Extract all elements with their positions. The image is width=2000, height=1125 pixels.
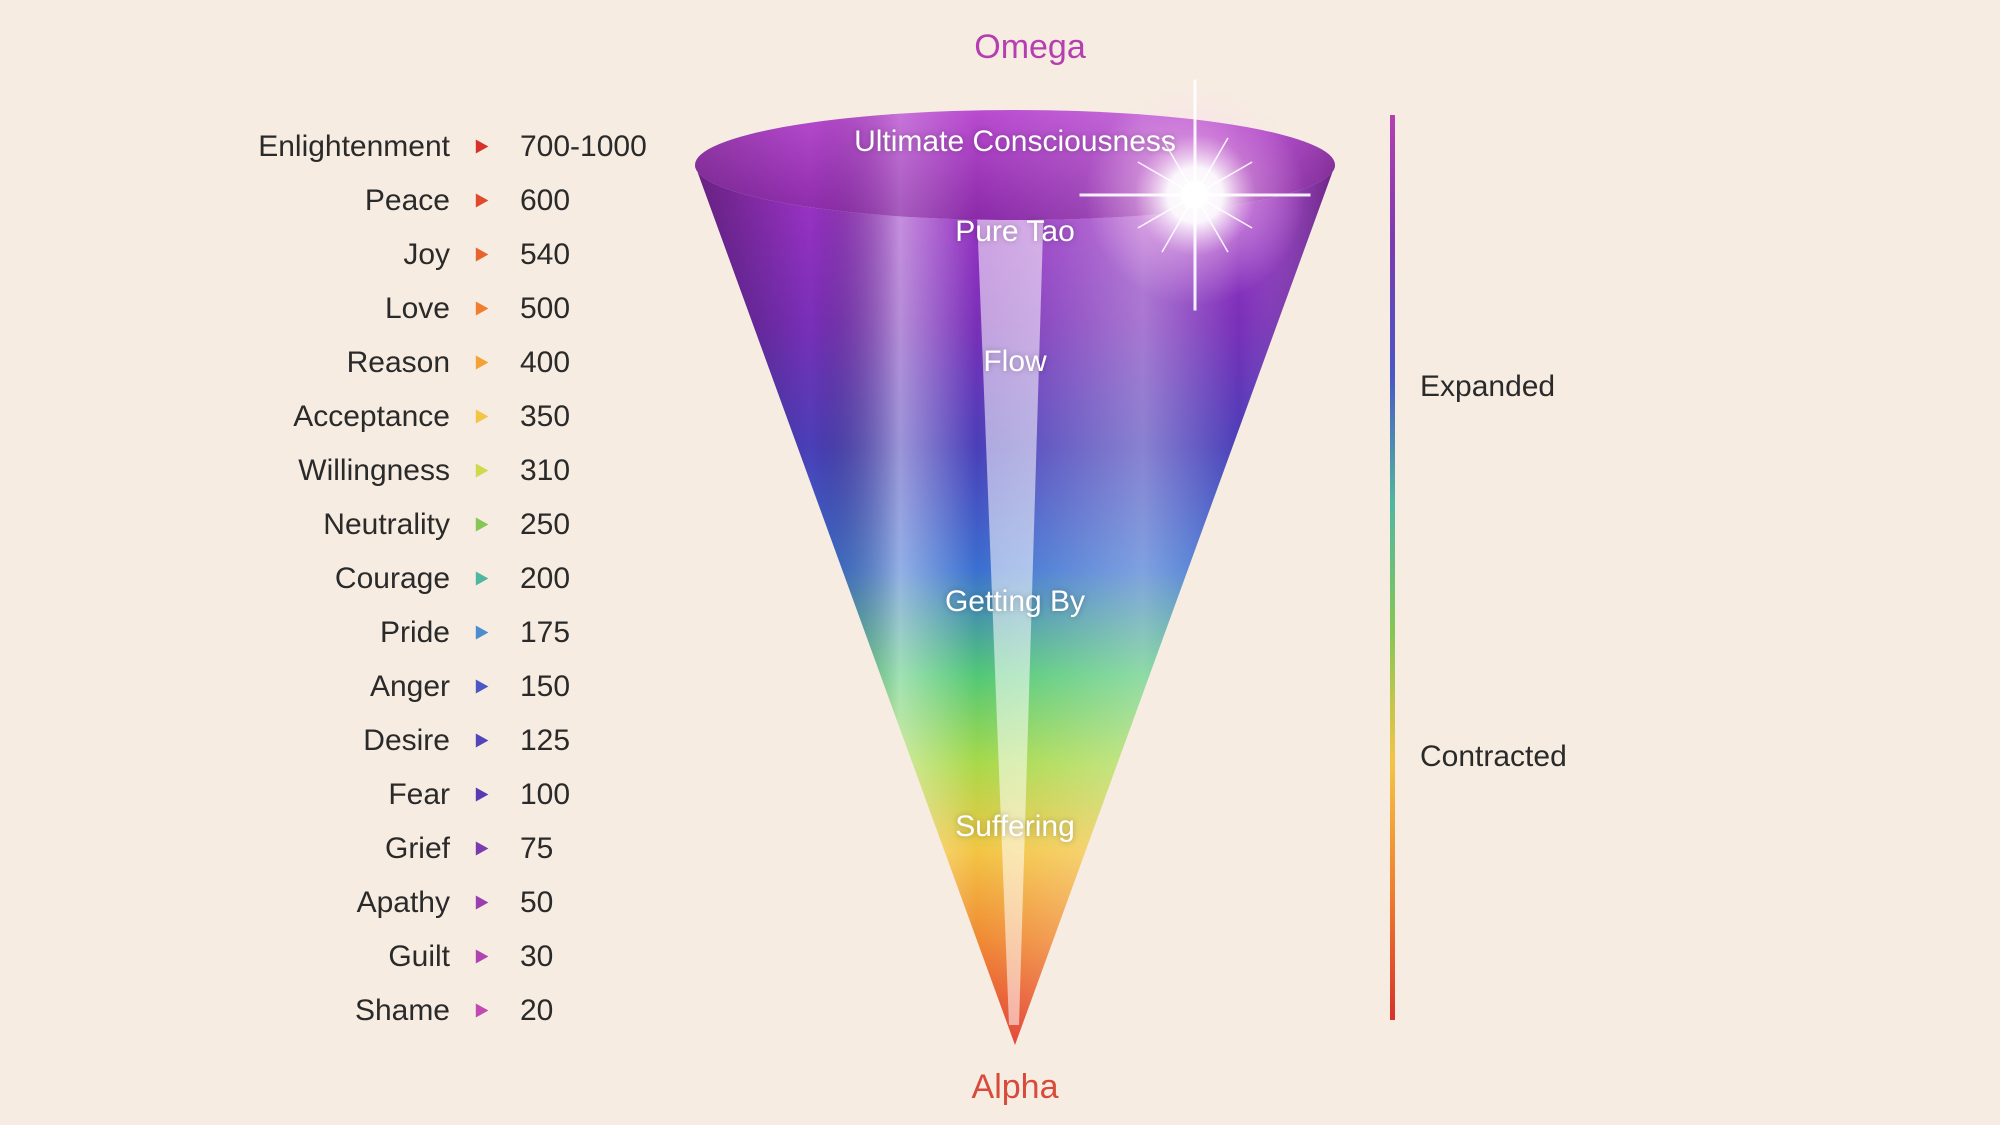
level-marker-icon: [476, 518, 489, 532]
level-value: 250: [520, 508, 570, 542]
starburst-core: [1181, 181, 1209, 209]
level-value: 540: [520, 238, 570, 272]
side-label: Contracted: [1420, 740, 1567, 774]
level-value: 400: [520, 346, 570, 380]
level-marker-icon: [476, 626, 489, 640]
level-value: 20: [520, 994, 553, 1028]
level-label: Grief: [0, 832, 450, 866]
level-marker-icon: [476, 842, 489, 856]
level-label: Acceptance: [0, 400, 450, 434]
level-label: Courage: [0, 562, 450, 596]
side-spectrum-bar: [1390, 115, 1395, 1020]
level-marker-icon: [476, 734, 489, 748]
level-marker-icon: [476, 410, 489, 424]
level-label: Reason: [0, 346, 450, 380]
level-label: Neutrality: [0, 508, 450, 542]
level-value: 600: [520, 184, 570, 218]
level-value: 175: [520, 616, 570, 650]
level-value: 310: [520, 454, 570, 488]
level-label: Anger: [0, 670, 450, 704]
level-marker-icon: [476, 356, 489, 370]
level-marker-icon: [476, 788, 489, 802]
level-label: Guilt: [0, 940, 450, 974]
level-label: Willingness: [0, 454, 450, 488]
cone-band-label: Flow: [983, 345, 1046, 379]
level-value: 30: [520, 940, 553, 974]
level-marker-icon: [476, 950, 489, 964]
level-label: Apathy: [0, 886, 450, 920]
level-marker-icon: [476, 248, 489, 262]
level-marker-icon: [476, 194, 489, 208]
level-label: Peace: [0, 184, 450, 218]
level-value: 500: [520, 292, 570, 326]
level-value: 350: [520, 400, 570, 434]
level-label: Shame: [0, 994, 450, 1028]
level-value: 50: [520, 886, 553, 920]
level-label: Enlightenment: [0, 130, 450, 164]
level-label: Love: [0, 292, 450, 326]
side-label: Expanded: [1420, 370, 1555, 404]
level-value: 125: [520, 724, 570, 758]
level-label: Desire: [0, 724, 450, 758]
level-value: 200: [520, 562, 570, 596]
cone-band-label: Ultimate Consciousness: [854, 125, 1176, 159]
level-marker-icon: [476, 302, 489, 316]
cone-band-label: Suffering: [955, 810, 1075, 844]
level-marker-icon: [476, 1004, 489, 1018]
level-marker-icon: [476, 140, 489, 154]
level-value: 700-1000: [520, 130, 647, 164]
cone-band-label: Getting By: [945, 585, 1085, 619]
level-label: Pride: [0, 616, 450, 650]
omega-label: Omega: [974, 28, 1086, 67]
level-value: 100: [520, 778, 570, 812]
level-marker-icon: [476, 464, 489, 478]
consciousness-cone-infographic: Enlightenment 700-1000 Peace 600 Joy 540 Love 5…: [0, 0, 2000, 1125]
level-value: 75: [520, 832, 553, 866]
level-marker-icon: [476, 572, 489, 586]
level-label: Joy: [0, 238, 450, 272]
alpha-label: Alpha: [972, 1068, 1059, 1107]
level-value: 150: [520, 670, 570, 704]
level-label: Fear: [0, 778, 450, 812]
level-marker-icon: [476, 896, 489, 910]
level-marker-icon: [476, 680, 489, 694]
cone-band-label: Pure Tao: [955, 215, 1075, 249]
